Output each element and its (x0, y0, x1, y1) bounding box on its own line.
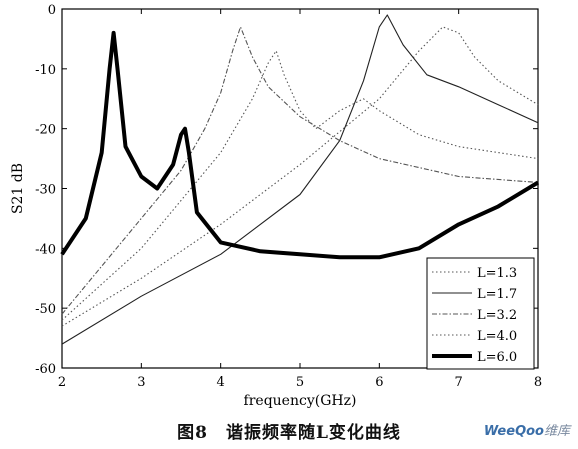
x-tick-label: 3 (137, 375, 145, 390)
watermark-brand: WeeQoo (483, 424, 544, 439)
y-axis-ticks: 0 -10 -20 -30 -40 -50 -60 (35, 3, 538, 377)
legend-label: L=6.0 (477, 350, 517, 365)
y-tick-label: -60 (35, 362, 56, 377)
x-axis-ticks: 2 3 4 5 6 7 8 (58, 9, 542, 390)
watermark-suffix: 维库 (543, 424, 570, 439)
x-tick-label: 5 (296, 375, 304, 390)
y-tick-label: -30 (35, 183, 56, 198)
series-line-2 (61, 14, 539, 345)
x-tick-label: 6 (375, 375, 383, 390)
x-tick-label: 4 (217, 375, 225, 390)
series-line-4 (61, 50, 539, 321)
x-axis-label: frequency(GHz) (244, 393, 357, 409)
x-tick-label: 8 (534, 375, 542, 390)
legend-label: L=1.3 (477, 266, 517, 281)
legend-label: L=1.7 (477, 287, 517, 302)
watermark: WeeQoo维库 (484, 420, 570, 439)
plot-area: 2 3 4 5 6 7 8 0 -10 -20 -30 -40 -50 -60 (35, 3, 542, 390)
y-tick-label: 0 (48, 3, 56, 18)
y-axis-label: S21 dB (10, 163, 26, 214)
series-line-1 (61, 26, 539, 327)
y-tick-label: -40 (35, 242, 56, 257)
series-layer (60, 14, 540, 345)
legend-label: L=3.2 (477, 308, 517, 323)
y-tick-label: -50 (35, 302, 56, 317)
y-tick-label: -10 (35, 63, 56, 78)
x-tick-label: 7 (455, 375, 463, 390)
legend-label: L=4.0 (477, 329, 517, 344)
y-tick-label: -20 (35, 123, 56, 138)
x-tick-label: 2 (58, 375, 66, 390)
legend: L=1.3 L=1.7 L=3.2 L=4.0 L=6.0 (426, 257, 535, 370)
figure-caption: 图8 谐振频率随L变化曲线 (177, 423, 401, 443)
series-line-5 (60, 30, 540, 260)
series-line-3 (61, 26, 539, 315)
